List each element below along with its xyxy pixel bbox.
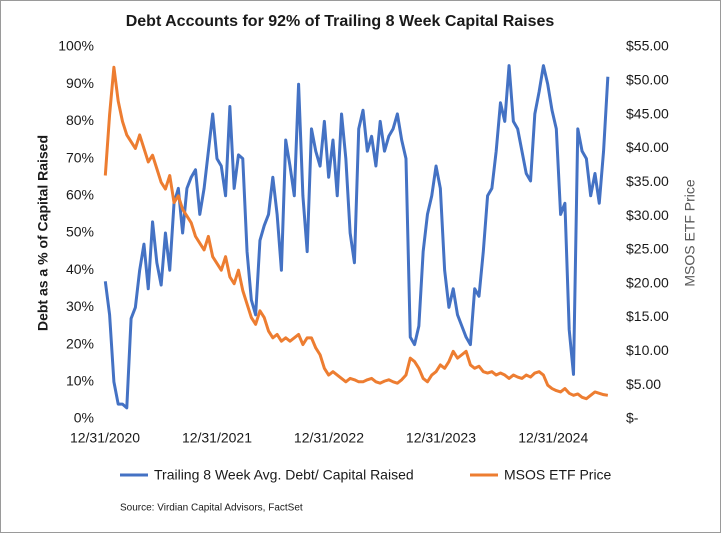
y-tick-label: 70% [66,149,94,165]
x-tick-label: 12/31/2022 [294,430,364,446]
y2-tick-label: $50.00 [626,72,669,88]
y2-tick-label: $45.00 [626,105,669,121]
y2-axis-label: MSOS ETF Price [682,179,698,287]
y2-tick-label: $15.00 [626,308,669,324]
y2-tick-label: $20.00 [626,274,669,290]
y2-tick-label: $55.00 [626,38,669,54]
x-tick-label: 12/31/2023 [406,430,476,446]
y2-tick-label: $- [626,410,639,426]
y-tick-label: 20% [66,335,94,351]
y2-tick-label: $40.00 [626,139,669,155]
series-line [103,64,610,410]
y2-tick-label: $30.00 [626,207,669,223]
legend-label: MSOS ETF Price [504,467,612,483]
source-note: Source: Virdian Capital Advisors, FactSe… [120,503,303,514]
x-tick-label: 12/31/2020 [70,430,140,446]
y-tick-label: 90% [66,75,94,91]
y2-tick-label: $35.00 [626,173,669,189]
y2-tick-label: $10.00 [626,342,669,358]
y-tick-label: 50% [66,224,94,240]
y-tick-label: 40% [66,261,94,277]
y-tick-label: 80% [66,112,94,128]
y2-tick-label: $25.00 [626,241,669,257]
legend-label: Trailing 8 Week Avg. Debt/ Capital Raise… [154,467,414,483]
y-tick-label: 60% [66,187,94,203]
y-tick-label: 30% [66,298,94,314]
y2-tick-label: $5.00 [626,376,661,392]
y-tick-label: 10% [66,373,94,389]
y-tick-label: 0% [74,410,94,426]
x-tick-label: 12/31/2021 [182,430,252,446]
y-tick-label: 100% [58,38,94,54]
y-axis-label: Debt as a % of Capital Raised [35,135,51,331]
x-tick-label: 12/31/2024 [518,430,588,446]
series-line [103,65,609,401]
chart-title: Debt Accounts for 92% of Trailing 8 Week… [126,13,555,30]
